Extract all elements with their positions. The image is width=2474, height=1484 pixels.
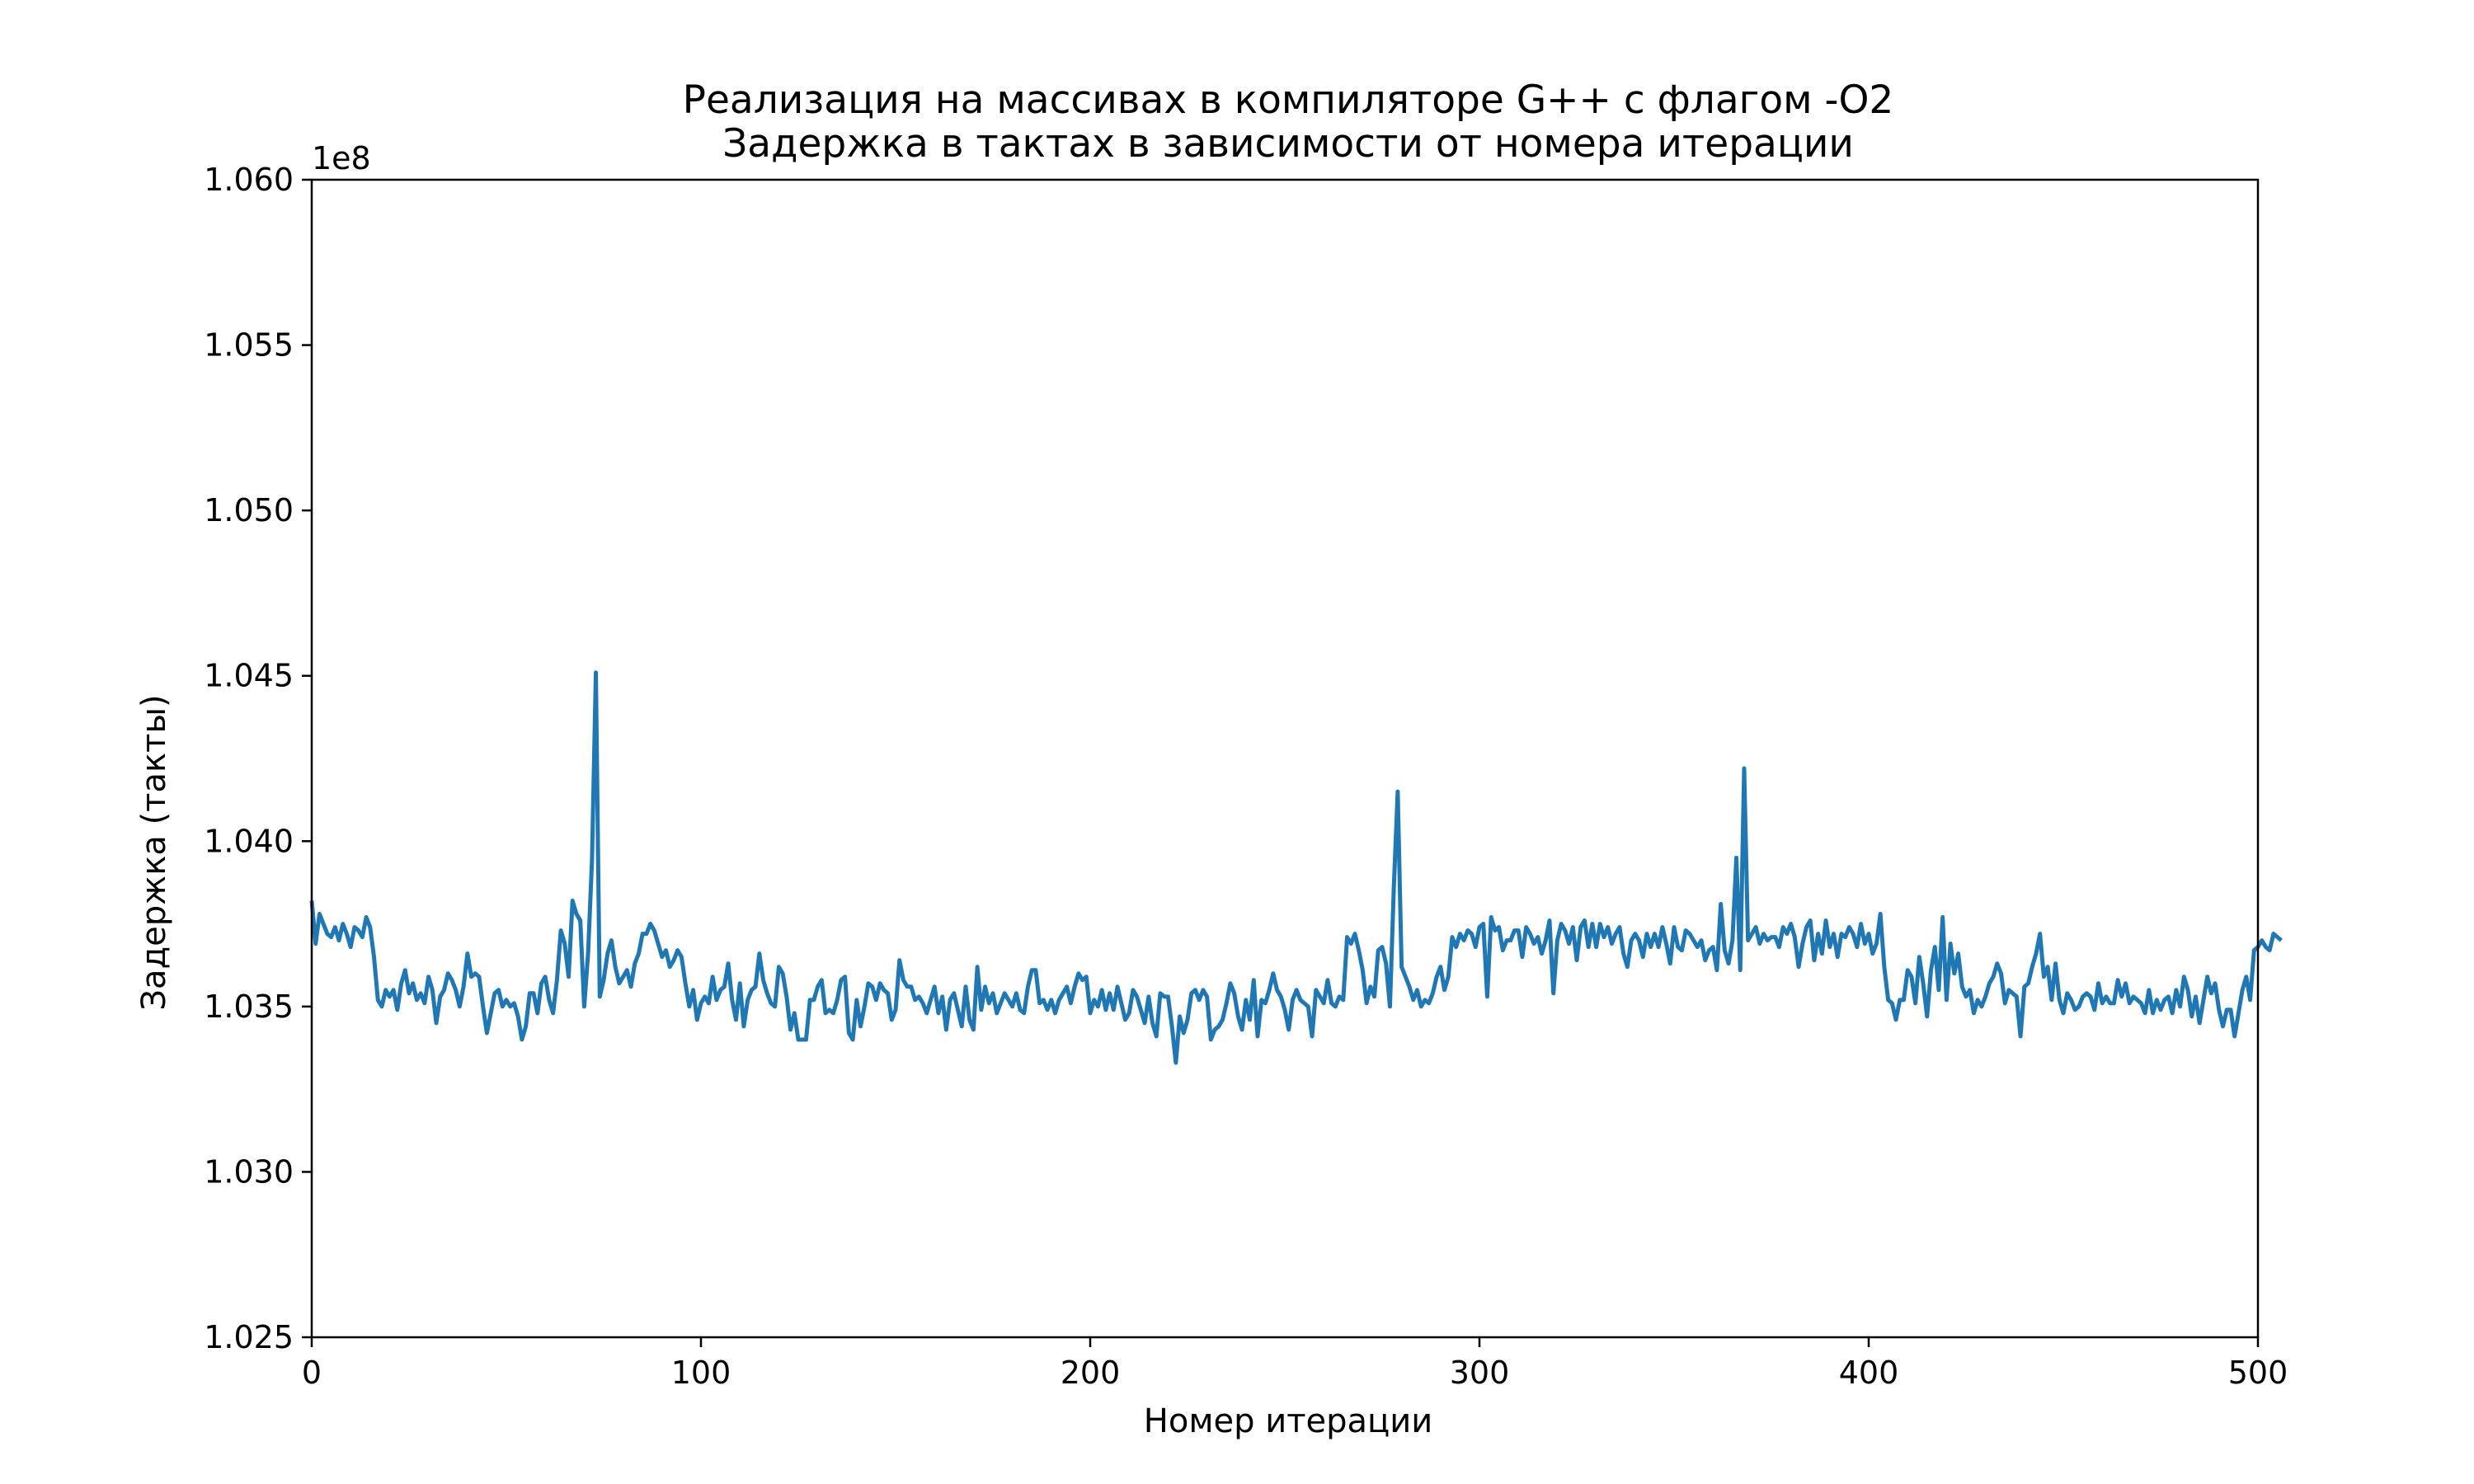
y-tick-label: 1.025 — [204, 1319, 294, 1355]
y-axis: 1.025 1.030 1.035 1.040 1.045 1.050 1.055 1.060 — [204, 162, 312, 1355]
y-tick-label: 1.055 — [204, 327, 294, 364]
x-tick-label: 500 — [2228, 1355, 2288, 1391]
x-tick-label: 300 — [1450, 1355, 1510, 1391]
y-tick-label: 1.040 — [204, 823, 294, 859]
x-tick-label: 100 — [671, 1355, 731, 1391]
plot-area — [309, 670, 2283, 1065]
y-axis-label: Задержка (такты) — [135, 694, 173, 1010]
x-tick-label: 400 — [1839, 1355, 1899, 1391]
chart-subtitle: Задержка в тактах в зависимости от номер… — [722, 121, 1854, 167]
y-tick-label: 1.050 — [204, 492, 294, 528]
y-offset-label: 1e8 — [312, 140, 371, 176]
y-tick-label: 1.030 — [204, 1153, 294, 1190]
x-axis-label: Номер итерации — [1144, 1402, 1432, 1440]
x-tick-label: 0 — [302, 1355, 322, 1391]
plot-frame — [310, 178, 2260, 1339]
y-tick-label: 1.035 — [204, 989, 294, 1025]
x-tick-label: 200 — [1061, 1355, 1121, 1391]
series-line — [309, 670, 2283, 1065]
x-axis: 0 100 200 300 400 500 — [302, 1337, 2288, 1391]
y-tick-label: 1.045 — [204, 658, 294, 694]
y-tick-label: 1.060 — [204, 162, 294, 198]
chart-title: Реализация на массивах в компиляторе G++… — [683, 77, 1894, 123]
